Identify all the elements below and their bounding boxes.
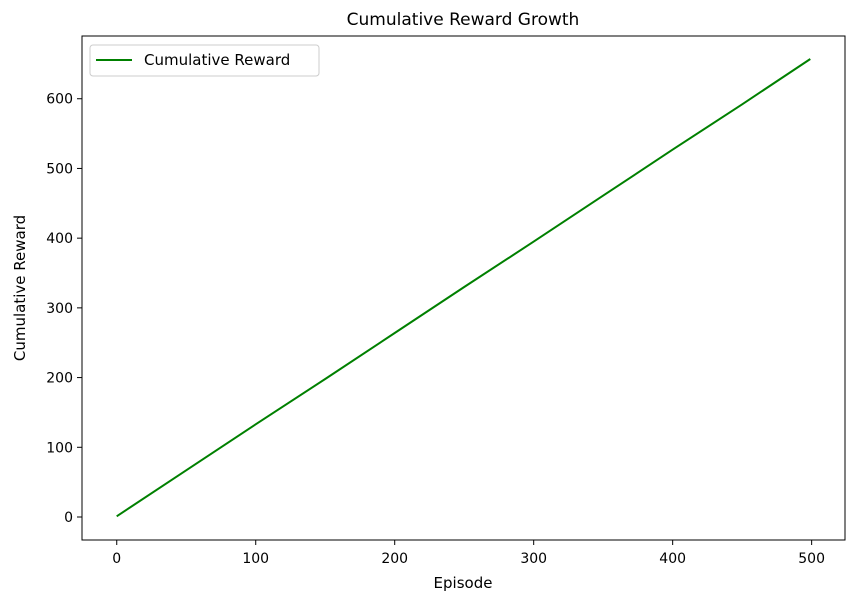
series-line-cumulative-reward (116, 58, 811, 518)
plot-area: 0 100 200 300 400 500 0 100 200 300 400 500 600 (46, 35, 846, 567)
x-tick-label: 0 (112, 551, 121, 567)
legend-box (89, 44, 320, 77)
legend: Cumulative Reward (89, 44, 320, 77)
x-tick-label: 100 (242, 551, 269, 567)
axes-frame (81, 35, 846, 541)
x-tick-label: 400 (659, 551, 686, 567)
y-tick-label: 0 (64, 510, 73, 526)
legend-label-cumulative-reward: Cumulative Reward (144, 51, 290, 69)
x-axis-ticks: 0 100 200 300 400 500 (112, 540, 825, 567)
x-tick-label: 500 (798, 551, 825, 567)
y-tick-label: 300 (46, 301, 73, 317)
series-layer (116, 58, 811, 518)
y-tick-label: 500 (46, 161, 73, 177)
y-tick-label: 100 (46, 440, 73, 456)
y-tick-label: 200 (46, 371, 73, 387)
y-tick-label: 400 (46, 231, 73, 247)
y-tick-label: 600 (46, 92, 73, 108)
y-axis-ticks: 0 100 200 300 400 500 600 (46, 92, 82, 526)
x-axis-label: Episode (434, 574, 493, 592)
y-axis-label: Cumulative Reward (11, 215, 29, 361)
chart-title: Cumulative Reward Growth (347, 10, 580, 30)
x-tick-label: 200 (381, 551, 408, 567)
x-tick-label: 300 (520, 551, 547, 567)
